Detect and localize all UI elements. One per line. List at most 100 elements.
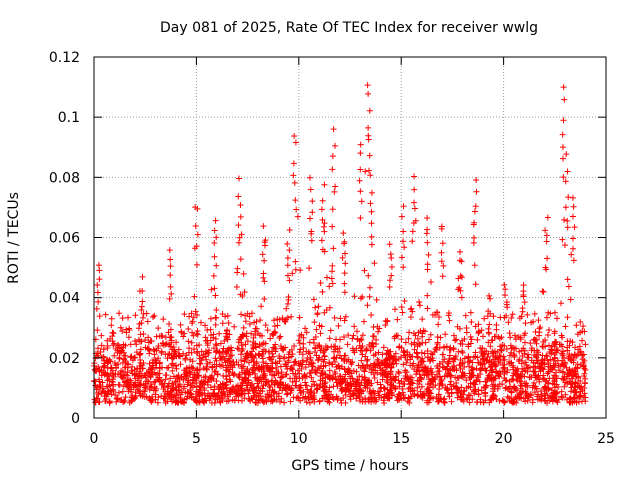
data-point: [492, 375, 499, 382]
data-point: [566, 342, 573, 349]
data-point: [269, 365, 276, 372]
data-point: [210, 331, 217, 338]
data-point: [288, 313, 295, 320]
data-point: [212, 335, 219, 342]
data-point: [445, 389, 452, 396]
data-point: [193, 330, 200, 337]
data-point: [582, 341, 589, 348]
data-point: [440, 262, 447, 269]
data-point: [167, 272, 174, 279]
data-point: [169, 367, 176, 374]
data-point: [124, 372, 131, 379]
data-point: [251, 394, 258, 401]
data-point: [158, 393, 165, 400]
data-point: [152, 360, 159, 367]
data-point: [373, 340, 380, 347]
data-point: [107, 365, 114, 372]
data-point: [351, 323, 358, 330]
data-point: [552, 360, 559, 367]
data-point: [299, 351, 306, 358]
data-point: [368, 241, 375, 248]
data-point: [368, 220, 375, 227]
data-point: [314, 310, 321, 317]
data-point: [269, 350, 276, 357]
data-point: [559, 375, 566, 382]
data-point: [403, 376, 410, 383]
data-point: [270, 344, 277, 351]
data-point: [317, 381, 324, 388]
data-point: [234, 345, 241, 352]
data-point: [516, 348, 523, 355]
data-point: [519, 383, 526, 390]
data-point: [395, 368, 402, 375]
data-point: [238, 342, 245, 349]
data-point: [426, 358, 433, 365]
data-point: [124, 383, 131, 390]
data-point: [457, 272, 464, 279]
data-point: [536, 376, 543, 383]
data-point: [217, 340, 224, 347]
data-point: [396, 370, 403, 377]
y-tick-label: 0.02: [49, 351, 80, 367]
data-point: [237, 201, 244, 208]
data-point: [201, 385, 208, 392]
data-point: [241, 369, 248, 376]
data-point: [524, 311, 531, 318]
data-point: [477, 361, 484, 368]
data-point: [417, 388, 424, 395]
data-point: [347, 396, 354, 403]
data-point: [564, 217, 571, 224]
data-point: [135, 325, 142, 332]
data-point: [287, 375, 294, 382]
data-point: [121, 398, 128, 405]
data-point: [186, 345, 193, 352]
data-point: [326, 359, 333, 366]
data-point: [292, 358, 299, 365]
data-point: [409, 228, 416, 235]
data-point: [285, 357, 292, 364]
data-point: [211, 386, 218, 393]
data-point: [296, 314, 303, 321]
data-point: [132, 375, 139, 382]
data-point: [144, 345, 151, 352]
data-point: [194, 399, 201, 406]
data-point: [562, 360, 569, 367]
data-point: [193, 367, 200, 374]
data-point: [282, 361, 289, 368]
data-point: [384, 374, 391, 381]
data-point: [166, 247, 173, 254]
data-point: [567, 396, 574, 403]
data-point: [155, 377, 162, 384]
data-point: [485, 329, 492, 336]
data-point: [424, 399, 431, 406]
data-point: [432, 311, 439, 318]
data-point: [333, 354, 340, 361]
data-point: [436, 368, 443, 375]
data-point: [267, 335, 274, 342]
data-point: [521, 332, 528, 339]
data-point: [216, 330, 223, 337]
data-point: [361, 267, 368, 274]
data-point: [188, 339, 195, 346]
data-point: [369, 390, 376, 397]
data-point: [185, 379, 192, 386]
data-point: [181, 330, 188, 337]
data-point: [278, 369, 285, 376]
data-point: [337, 315, 344, 322]
data-point: [501, 343, 508, 350]
data-point: [341, 280, 348, 287]
data-point: [126, 325, 133, 332]
data-point: [415, 361, 422, 368]
data-point: [242, 318, 249, 325]
data-point: [212, 341, 219, 348]
data-point: [104, 337, 111, 344]
data-point: [502, 385, 509, 392]
data-point: [368, 311, 375, 318]
data-point: [225, 345, 232, 352]
data-point: [501, 281, 508, 288]
data-point: [404, 348, 411, 355]
data-point: [205, 349, 212, 356]
data-point: [329, 268, 336, 275]
data-point: [100, 385, 107, 392]
data-point: [117, 371, 124, 378]
